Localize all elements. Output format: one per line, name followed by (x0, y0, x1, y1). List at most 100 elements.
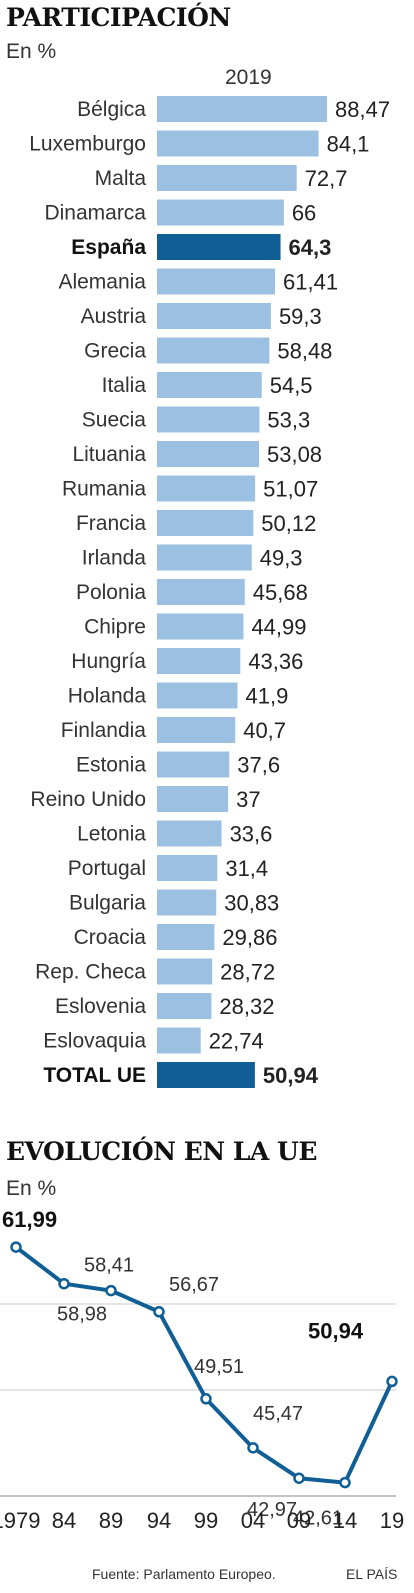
bar (157, 96, 327, 122)
data-point (58, 1277, 70, 1290)
value-label: 37 (236, 787, 260, 812)
point-label: 56,67 (169, 1274, 219, 1296)
x-tick-label: 84 (52, 1508, 76, 1533)
category-label: Polonia (76, 581, 146, 604)
data-point (386, 1375, 398, 1388)
value-label: 58,48 (277, 339, 332, 364)
bar (157, 717, 236, 743)
category-label: Estonia (76, 754, 146, 777)
x-tick-label: 14 (333, 1508, 357, 1533)
category-label: Italia (102, 374, 147, 397)
point-label: 50,94 (308, 1318, 364, 1343)
category-label: Grecia (84, 340, 146, 363)
bar (157, 855, 218, 881)
value-label: 33,6 (230, 822, 273, 847)
category-label: Alemania (58, 271, 146, 294)
value-label: 43,36 (248, 649, 303, 674)
source-note: Fuente: Parlamento Europeo. (92, 1566, 276, 1582)
bar (157, 993, 212, 1019)
category-label: Rumania (62, 478, 146, 501)
bar (157, 475, 256, 502)
category-label: Dinamarca (44, 202, 146, 225)
value-label: 59,3 (279, 304, 322, 329)
bar (157, 613, 244, 640)
bar (157, 820, 222, 847)
bar (157, 130, 319, 157)
category-label: Irlanda (82, 547, 147, 570)
value-label: 64,3 (289, 235, 332, 260)
point-label: 42,61 (293, 1508, 343, 1530)
x-tick-label: 09 (287, 1508, 311, 1533)
value-label: 44,99 (251, 615, 306, 640)
bar (157, 199, 284, 226)
bar (157, 751, 230, 778)
data-point (200, 1393, 212, 1405)
bar (157, 406, 260, 433)
bar (157, 510, 254, 536)
category-label: Rep. Checa (35, 961, 146, 984)
category-label: Croacia (74, 926, 147, 949)
data-point (293, 1472, 305, 1484)
bar-chart: Bélgica 88,47 Luxemburgo 84,1 Malta 72,7 Dinam… (29, 96, 390, 1088)
bar (157, 1027, 201, 1054)
value-label: 66 (292, 201, 316, 226)
data-point (339, 1476, 351, 1489)
bar (157, 958, 213, 985)
value-label: 61,41 (283, 270, 338, 295)
bar-highlight (157, 1062, 255, 1088)
value-label: 51,07 (263, 477, 318, 502)
category-label: Malta (95, 167, 147, 190)
category-label: España (71, 236, 146, 259)
category-label: Chipre (84, 616, 146, 639)
category-label: Lituania (72, 443, 146, 466)
value-label: 88,47 (335, 97, 390, 122)
point-label: 49,51 (194, 1356, 244, 1378)
bar (157, 579, 245, 605)
bar (157, 924, 215, 950)
point-label: 42,97 (247, 1499, 297, 1521)
x-tick-label: 99 (194, 1508, 218, 1533)
category-label: Suecia (82, 409, 147, 432)
bar (157, 682, 238, 709)
value-label: 84,1 (327, 132, 370, 157)
value-label: 50,94 (263, 1063, 319, 1088)
bar (157, 544, 252, 571)
point-label: 58,41 (84, 1255, 134, 1277)
line-chart: 61,99 58,98 58,41 56,67 49,51 45,47 42,9742,61… (0, 1207, 404, 1533)
x-tick-label: 89 (99, 1508, 123, 1533)
point-label: 45,47 (253, 1403, 303, 1425)
value-label: 50,12 (261, 511, 316, 536)
bar (157, 786, 229, 812)
value-label: 30,83 (224, 891, 279, 916)
bar (157, 165, 297, 191)
value-label: 41,9 (246, 684, 289, 709)
value-label: 53,3 (267, 408, 310, 433)
bar (157, 303, 271, 329)
value-label: 53,08 (267, 442, 322, 467)
category-label: Eslovenia (55, 995, 146, 1018)
data-point (10, 1241, 22, 1253)
bar-chart-unit: En % (6, 40, 57, 63)
point-label: 61,99 (2, 1207, 57, 1232)
category-label: Eslovaquia (43, 1030, 146, 1053)
category-label: Bélgica (77, 98, 146, 121)
category-label: Francia (76, 512, 146, 535)
data-point (153, 1306, 165, 1318)
x-tick-label: 1979 (0, 1508, 40, 1533)
bar (157, 648, 241, 674)
data-point (105, 1284, 117, 1297)
value-label: 49,3 (260, 546, 303, 571)
category-label: Luxemburgo (29, 133, 146, 156)
value-label: 31,4 (225, 856, 268, 881)
category-label: Holanda (68, 685, 147, 708)
value-label: 54,5 (270, 373, 313, 398)
bar (157, 337, 270, 364)
value-label: 37,6 (237, 753, 280, 778)
bar-highlight (157, 234, 281, 260)
category-label: Portugal (68, 857, 146, 880)
category-label: Hungría (71, 650, 146, 673)
x-tick-label: 04 (241, 1508, 265, 1533)
publisher-credit: EL PAÍS (346, 1566, 398, 1582)
category-label: Austria (81, 305, 147, 328)
value-label: 40,7 (243, 718, 286, 743)
